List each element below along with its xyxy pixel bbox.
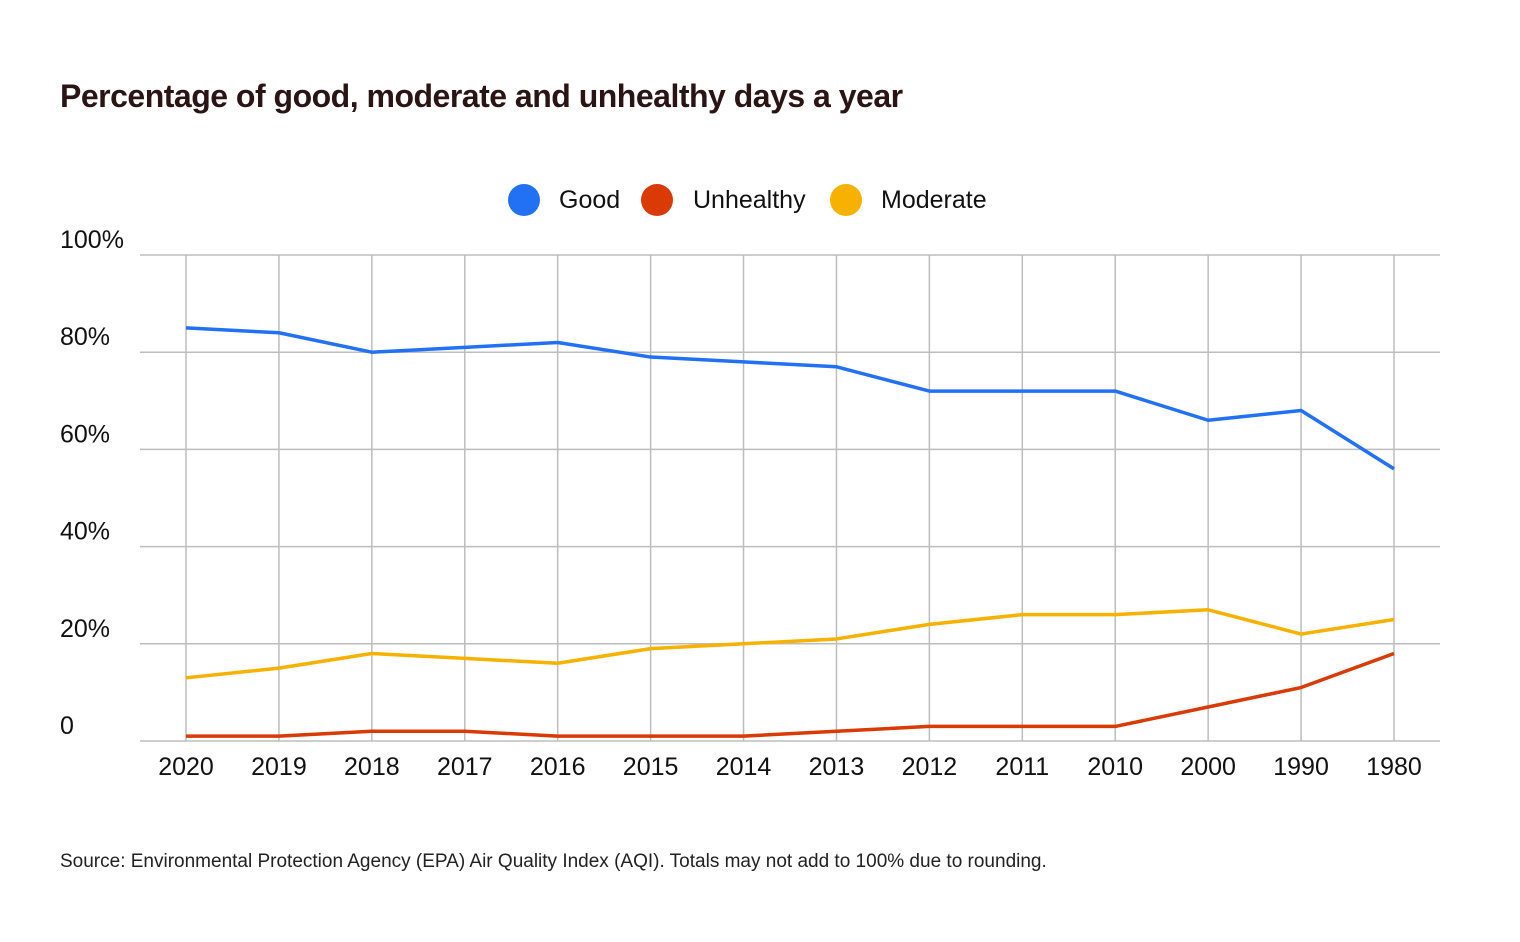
x-tick-label: 2017 bbox=[437, 753, 493, 781]
legend-marker-moderate bbox=[830, 184, 862, 216]
x-tick-label: 1990 bbox=[1273, 753, 1329, 781]
x-tick-label: 2019 bbox=[251, 753, 307, 781]
y-tick-label: 20% bbox=[60, 615, 110, 643]
x-tick-label: 2000 bbox=[1180, 753, 1236, 781]
legend-label-moderate: Moderate bbox=[881, 186, 987, 214]
legend-label-good: Good bbox=[559, 186, 620, 214]
series-unhealthy bbox=[185, 651, 1395, 738]
y-tick-label: 60% bbox=[60, 420, 110, 448]
x-tick-label: 2012 bbox=[902, 753, 958, 781]
legend-marker-unhealthy bbox=[641, 184, 673, 216]
legend-marker-good bbox=[508, 184, 540, 216]
x-tick-label: 2011 bbox=[995, 753, 1049, 781]
x-tick-label: 2016 bbox=[530, 753, 586, 781]
series-line-unhealthy bbox=[186, 651, 1395, 738]
series-line-moderate bbox=[185, 608, 1395, 680]
series-line-good bbox=[185, 326, 1395, 471]
legend-label-unhealthy: Unhealthy bbox=[693, 186, 806, 214]
x-tick-label: 2014 bbox=[716, 753, 772, 781]
y-tick-label: 100% bbox=[60, 226, 124, 254]
x-tick-label: 2010 bbox=[1087, 753, 1143, 781]
y-tick-label: 80% bbox=[60, 323, 110, 351]
series-moderate bbox=[185, 608, 1395, 680]
source-note: Source: Environmental Protection Agency … bbox=[60, 851, 1047, 872]
y-tick-label: 0 bbox=[60, 712, 74, 740]
x-tick-label: 1980 bbox=[1366, 753, 1422, 781]
chart-title: Percentage of good, moderate and unhealt… bbox=[60, 78, 903, 114]
series-good bbox=[185, 326, 1395, 471]
x-tick-label: 2018 bbox=[344, 753, 400, 781]
x-tick-label: 2015 bbox=[623, 753, 679, 781]
y-tick-label: 40% bbox=[60, 518, 110, 546]
x-tick-label: 2020 bbox=[158, 753, 214, 781]
x-tick-label: 2013 bbox=[809, 753, 865, 781]
